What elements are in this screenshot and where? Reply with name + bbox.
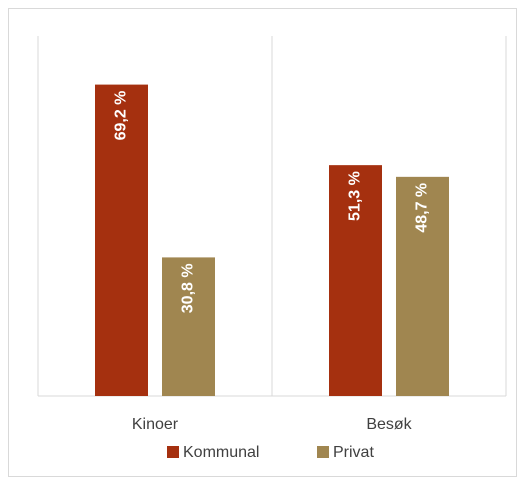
legend-swatch: [317, 446, 329, 458]
bar: [396, 176, 449, 396]
bar: [329, 165, 382, 396]
data-label: 51,3 %: [347, 171, 364, 221]
data-label: 30,8 %: [180, 263, 197, 313]
bar: [162, 257, 215, 396]
legend-swatch: [167, 446, 179, 458]
x-tick-label: Besøk: [366, 416, 412, 433]
bar: [95, 84, 148, 396]
x-tick-label: Kinoer: [132, 416, 179, 433]
legend-label: Privat: [333, 444, 374, 461]
legend-label: Kommunal: [183, 444, 259, 461]
data-label: 48,7 %: [414, 183, 431, 233]
data-label: 69,2 %: [113, 91, 130, 141]
